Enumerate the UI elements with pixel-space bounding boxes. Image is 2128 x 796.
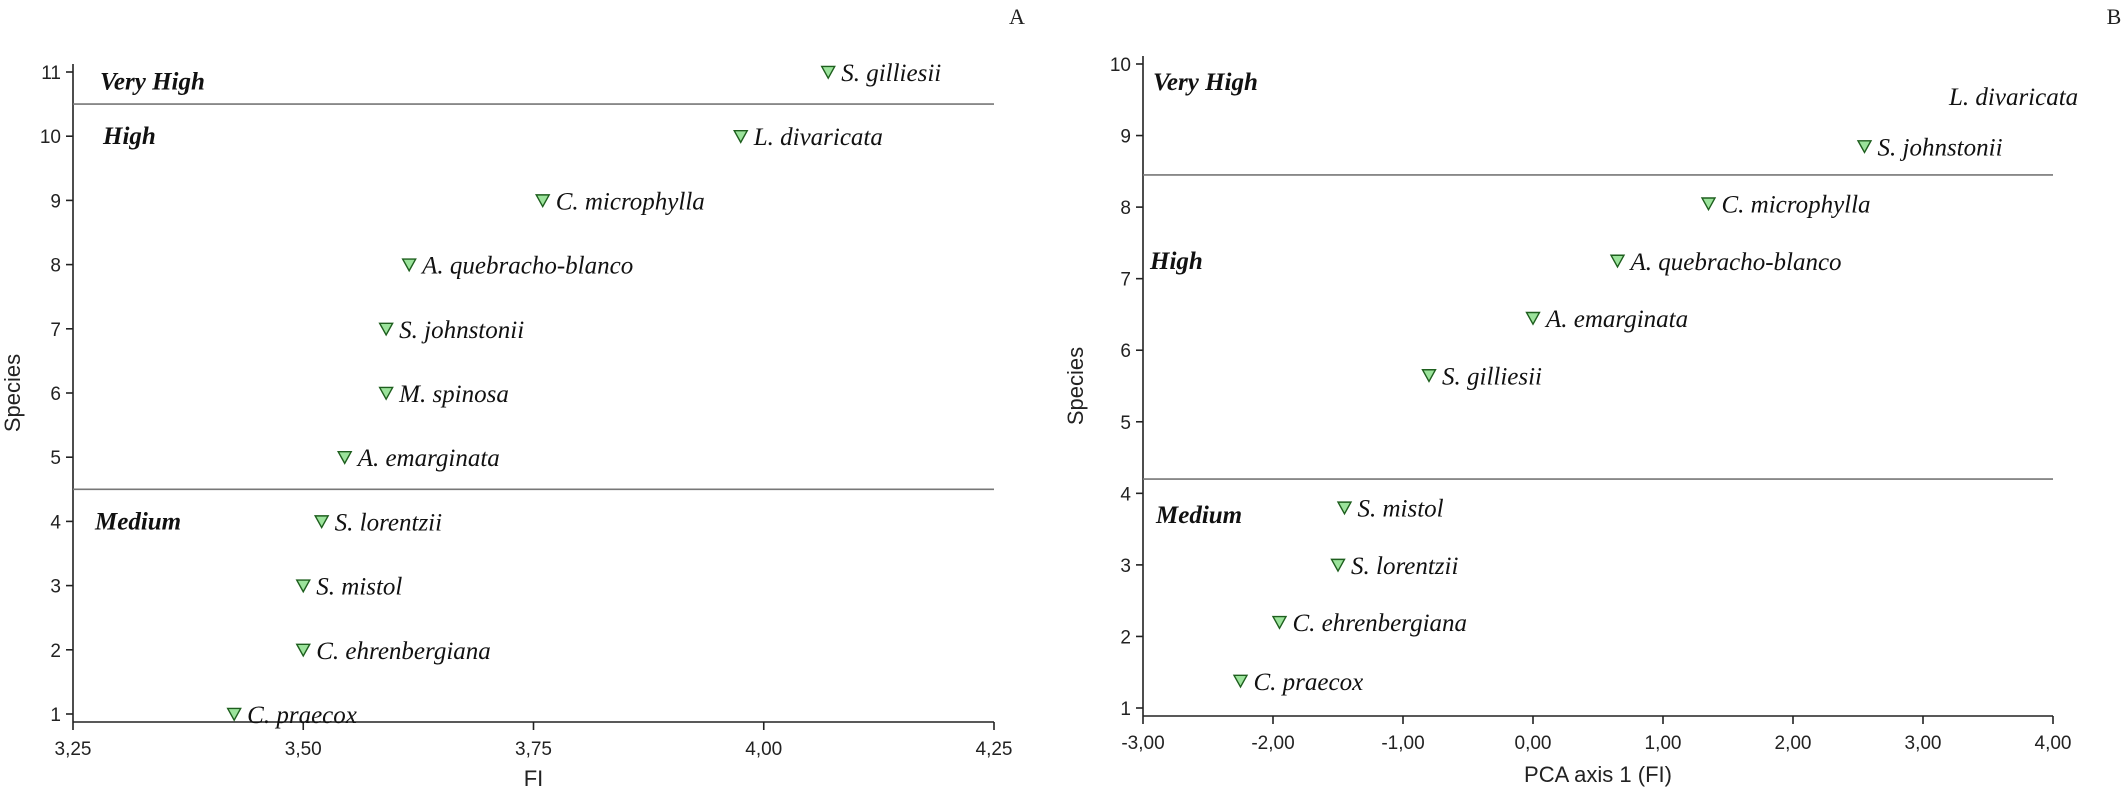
- y-tick-label: 4: [50, 512, 61, 533]
- y-tick-label: 3: [1120, 556, 1131, 577]
- x-tick-label: 3,75: [515, 739, 552, 760]
- data-point-label: S. johnstonii: [399, 317, 524, 344]
- y-tick-label: 3: [50, 577, 61, 598]
- data-point-marker: [1421, 369, 1437, 383]
- data-point-label: S. johnstonii: [1878, 134, 2003, 161]
- x-tick-label: 3,25: [55, 739, 92, 760]
- y-tick-label: 9: [50, 191, 61, 212]
- chart-panel-a: A 1 2 3 4 5 6 7 8 9 10 11 3,25 3,50 3,75 4,00 4,25 FI Spec…: [0, 4, 1025, 791]
- data-point-marker: [820, 65, 836, 80]
- data-point-marker: [1232, 674, 1249, 689]
- data-point-marker: [1330, 558, 1346, 573]
- data-point-label: A. quebracho-blanco: [420, 253, 633, 280]
- data-point-marker: [535, 194, 551, 209]
- y-tick-label: 11: [41, 63, 61, 84]
- y-tick-label: 2: [1120, 627, 1131, 648]
- data-point-marker: [1525, 311, 1541, 326]
- data-point-label: S. mistol: [316, 574, 402, 601]
- data-point-marker: [1271, 615, 1288, 630]
- data-point-marker: [1856, 140, 1873, 154]
- x-tick-label: 2,00: [1775, 733, 1812, 754]
- data-point-marker: [378, 322, 394, 337]
- zone-label: Medium: [1155, 502, 1242, 529]
- data-point-label: A. emarginata: [356, 445, 500, 472]
- data-point-label: L. divaricata: [753, 124, 883, 151]
- x-tick-label: 4,00: [2035, 733, 2072, 754]
- x-tick-label: -2,00: [1251, 733, 1294, 754]
- zone-label: High: [102, 123, 156, 150]
- data-point-marker: [313, 515, 330, 530]
- x-axis-title: FI: [524, 766, 544, 791]
- data-point-marker: [1700, 197, 1717, 212]
- y-tick-label: 1: [1120, 699, 1131, 720]
- data-point-label: C. praecox: [1254, 669, 1364, 696]
- data-point-marker: [295, 579, 311, 594]
- data-point-label: C. microphylla: [1722, 192, 1871, 219]
- y-tick-label: 1: [50, 705, 61, 726]
- y-tick-label: 2: [50, 641, 61, 662]
- x-tick-label: 3,50: [285, 739, 322, 760]
- y-tick-label: 6: [50, 384, 61, 405]
- y-axis-title: Species: [0, 354, 25, 432]
- data-point-label: A. emarginata: [1544, 306, 1688, 333]
- chart-panel-b: B 1 2 3 4 5 6 7 8 9 10 -3,00 -2,00 -1,00 0,00 1,00 2,00 3…: [1063, 4, 2121, 787]
- data-point-label: S. gilliesii: [1442, 363, 1542, 390]
- data-point-label: L. divaricata: [1948, 84, 2078, 111]
- data-point-marker: [401, 258, 417, 273]
- y-tick-label: 7: [50, 320, 61, 341]
- data-point-label: S. lorentzii: [335, 509, 442, 536]
- data-point-label: C. ehrenbergiana: [1293, 610, 1468, 637]
- data-point-label: C. praecox: [247, 702, 357, 729]
- x-tick-label: 1,00: [1645, 733, 1682, 754]
- data-point-marker: [226, 707, 242, 722]
- y-tick-label: 10: [1110, 55, 1131, 76]
- data-point-marker: [1336, 501, 1353, 516]
- y-tick-label: 5: [50, 448, 61, 469]
- y-tick-label: 10: [40, 127, 61, 148]
- y-tick-label: 4: [1120, 484, 1131, 505]
- panel-letter: A: [1009, 4, 1025, 29]
- y-tick-label: 6: [1120, 341, 1131, 362]
- x-tick-label: -3,00: [1121, 733, 1164, 754]
- y-tick-label: 8: [50, 256, 61, 277]
- data-point-label: A. quebracho-blanco: [1629, 249, 1842, 276]
- y-tick-label: 7: [1120, 270, 1131, 291]
- panel-letter: B: [2107, 4, 2122, 29]
- x-axis-title: PCA axis 1 (FI): [1524, 762, 1672, 787]
- data-point-label: S. gilliesii: [841, 60, 941, 87]
- x-tick-label: 4,25: [976, 739, 1013, 760]
- data-point-marker: [733, 129, 749, 144]
- data-point-label: C. ehrenbergiana: [316, 638, 491, 665]
- x-tick-label: 4,00: [745, 739, 782, 760]
- x-tick-label: -1,00: [1381, 733, 1424, 754]
- x-tick-label: 0,00: [1515, 733, 1552, 754]
- data-point-marker: [378, 386, 394, 401]
- data-point-label: S. mistol: [1358, 496, 1444, 523]
- y-tick-label: 8: [1120, 198, 1131, 219]
- data-point-label: M. spinosa: [398, 381, 509, 408]
- data-point-marker: [295, 643, 311, 658]
- zone-label: High: [1149, 248, 1203, 275]
- data-point-label: C. microphylla: [556, 188, 705, 215]
- zone-label: Very High: [1153, 69, 1258, 96]
- x-tick-label: 3,00: [1905, 733, 1942, 754]
- data-point-marker: [1609, 254, 1626, 269]
- y-tick-label: 9: [1120, 127, 1131, 148]
- zone-label: Medium: [94, 508, 181, 535]
- y-tick-label: 5: [1120, 413, 1131, 434]
- y-axis-title: Species: [1063, 347, 1088, 425]
- zone-label: Very High: [100, 69, 205, 96]
- data-point-label: S. lorentzii: [1351, 553, 1458, 580]
- data-point-marker: [337, 450, 353, 465]
